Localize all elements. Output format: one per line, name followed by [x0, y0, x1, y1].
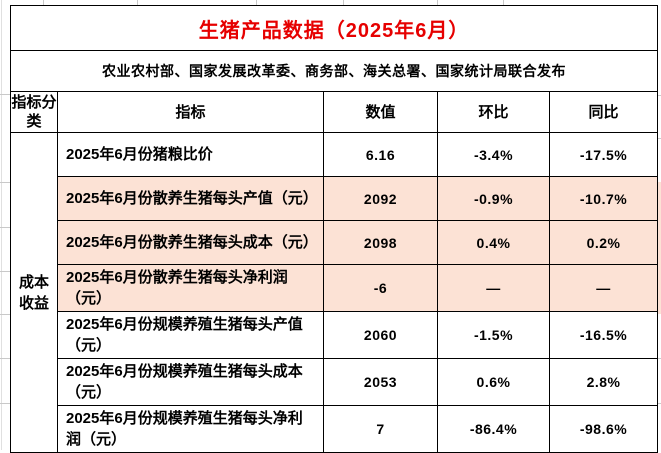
- table-row: 2025年6月份规模养殖生猪每头产值（元） 2060 -1.5% -16.5%: [11, 311, 659, 359]
- mom-cell: —: [437, 264, 550, 312]
- table-row: 2025年6月份规模养殖生猪每头净利润（元） 7 -86.4% -98.6%: [11, 405, 659, 453]
- value-cell: 2092: [323, 176, 438, 221]
- indicator-cell: 2025年6月份猪粮比价: [57, 132, 324, 177]
- subtitle-row: 农业农村部、国家发展改革委、商务部、海关总署、国家统计局联合发布: [9, 50, 659, 92]
- yoy-cell: 2.8%: [548, 358, 659, 406]
- value-cell: 2098: [323, 220, 438, 265]
- gridline-tick: [657, 95, 661, 96]
- category-cell: 成本收益: [10, 132, 58, 453]
- gridline-tick: [657, 358, 661, 359]
- indicator-cell: 2025年6月份规模养殖生猪每头净利润（元）: [57, 405, 324, 453]
- gridline-left-edge: [1, 0, 2, 450]
- gridline-tick: [343, 0, 344, 5]
- publishers-subtitle: 农业农村部、国家发展改革委、商务部、海关总署、国家统计局联合发布: [9, 50, 659, 92]
- yoy-cell: -98.6%: [548, 405, 659, 453]
- gridline-tick: [0, 182, 10, 183]
- gridline-tick: [43, 0, 44, 5]
- highlight-bleed: [657, 182, 661, 314]
- title-row: 生猪产品数据（2025年6月）: [9, 5, 659, 51]
- col-header-mom: 环比: [437, 91, 550, 133]
- yoy-cell: -17.5%: [548, 132, 659, 177]
- gridline-tick: [0, 358, 10, 359]
- indicator-cell: 2025年6月份散养生猪每头净利润（元）: [57, 264, 324, 312]
- gridline-tick: [503, 0, 504, 5]
- table-row: 2025年6月份散养生猪每头净利润（元） -6— —: [11, 264, 659, 312]
- header-row: 指标分类 指标 数值 环比 同比: [10, 91, 659, 133]
- gridline-tick: [137, 0, 138, 5]
- mom-cell: -3.4%: [437, 132, 550, 177]
- col-header-yoy: 同比: [548, 91, 659, 133]
- col-header-category: 指标分类: [10, 91, 58, 133]
- table-row: 成本收益 2025年6月份猪粮比价 6.16 -3.4% -17.5%: [10, 132, 659, 453]
- gridline-tick: [657, 403, 661, 404]
- gridline-tick: [437, 0, 438, 5]
- indicator-cell: 2025年6月份规模养殖生猪每头产值（元）: [57, 311, 324, 359]
- yoy-cell: 0.2%: [548, 220, 659, 265]
- yoy-cell: —: [548, 264, 659, 312]
- gridline-tick: [0, 314, 10, 315]
- yoy-cell: -10.7%: [548, 176, 659, 221]
- table-row: 2025年6月份散养生猪每头产值（元） 2092 -0.9% -10.7%: [11, 176, 659, 221]
- col-header-indicator: 指标: [57, 91, 324, 133]
- indicator-cell: 2025年6月份散养生猪每头成本（元）: [57, 220, 324, 265]
- pig-data-table: 生猪产品数据（2025年6月） 农业农村部、国家发展改革委、商务部、海关总署、国…: [9, 5, 659, 453]
- mom-cell: -86.4%: [437, 405, 550, 453]
- value-cell: 7: [323, 405, 438, 453]
- table-body: 生猪产品数据（2025年6月） 农业农村部、国家发展改革委、商务部、海关总署、国…: [9, 5, 659, 453]
- gridline-tick: [0, 271, 10, 272]
- mom-cell: -1.5%: [437, 311, 550, 359]
- gridline-tick: [256, 0, 257, 5]
- gridline-tick: [0, 403, 10, 404]
- col-header-value: 数值: [323, 91, 438, 133]
- indicator-cell: 2025年6月份规模养殖生猪每头成本（元）: [57, 358, 324, 406]
- value-cell: 2060: [323, 311, 438, 359]
- mom-cell: 0.6%: [437, 358, 550, 406]
- gridline-tick: [0, 94, 10, 95]
- yoy-cell: -16.5%: [548, 311, 659, 359]
- value-cell: 2053: [323, 358, 438, 406]
- table-row: 2025年6月份散养生猪每头成本（元） 2098 0.4% 0.2%: [11, 220, 659, 265]
- value-cell: 6.16: [323, 132, 438, 177]
- page-title: 生猪产品数据（2025年6月）: [9, 5, 659, 51]
- gridline-tick: [0, 227, 10, 228]
- mom-cell: 0.4%: [437, 220, 550, 265]
- mom-cell: -0.9%: [437, 176, 550, 221]
- table-row: 2025年6月份规模养殖生猪每头成本（元） 2053 0.6% 2.8%: [11, 358, 659, 406]
- gridline-tick: [657, 138, 661, 139]
- value-cell: -6: [323, 264, 438, 312]
- indicator-cell: 2025年6月份散养生猪每头产值（元）: [57, 176, 324, 221]
